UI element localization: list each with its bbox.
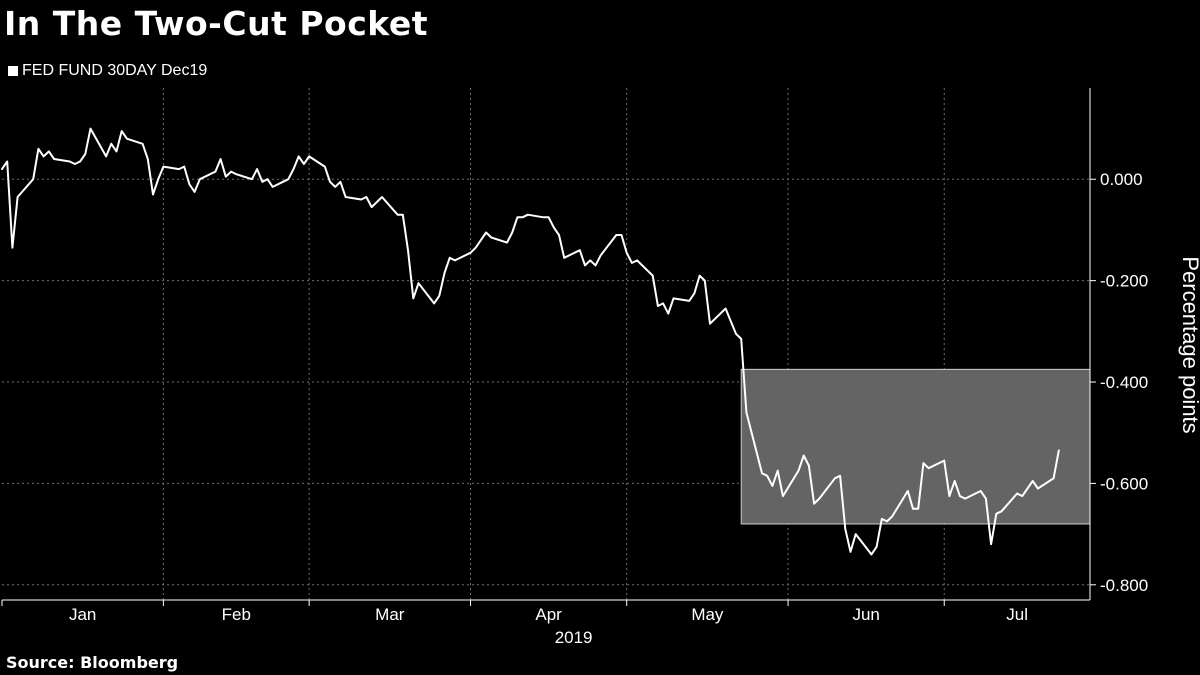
y-tick-label: -0.800 <box>1100 576 1148 595</box>
x-tick-label: Jul <box>1006 605 1028 624</box>
x-axis-year-label: 2019 <box>555 628 593 647</box>
y-tick-label: -0.600 <box>1100 474 1148 493</box>
x-tick-label: Apr <box>535 605 562 624</box>
x-tick-label: May <box>691 605 724 624</box>
x-tick-label: Jun <box>852 605 879 624</box>
x-tick-label: Jan <box>69 605 96 624</box>
y-tick-label: 0.000 <box>1100 170 1143 189</box>
highlight-band <box>740 368 1091 525</box>
x-tick-labels: Jan Feb Mar Apr May Jun Jul <box>69 605 1028 624</box>
y-axis-title: Percentage points <box>1178 256 1200 433</box>
x-tick-label: Feb <box>222 605 251 624</box>
legend-label: FED FUND 30DAY Dec19 <box>22 62 208 79</box>
y-tick-label: -0.200 <box>1100 272 1148 291</box>
y-tick-labels: 0.000 -0.200 -0.400 -0.600 -0.800 <box>1100 170 1148 595</box>
x-tick-label: Mar <box>375 605 405 624</box>
chart-title: In The Two-Cut Pocket <box>4 4 428 43</box>
axes <box>1 88 1096 606</box>
source-note: Source: Bloomberg <box>6 653 179 672</box>
series-line <box>1 127 1060 556</box>
legend-swatch <box>8 66 18 76</box>
y-tick-label: -0.400 <box>1100 373 1148 392</box>
legend: FED FUND 30DAY Dec19 <box>8 62 207 80</box>
